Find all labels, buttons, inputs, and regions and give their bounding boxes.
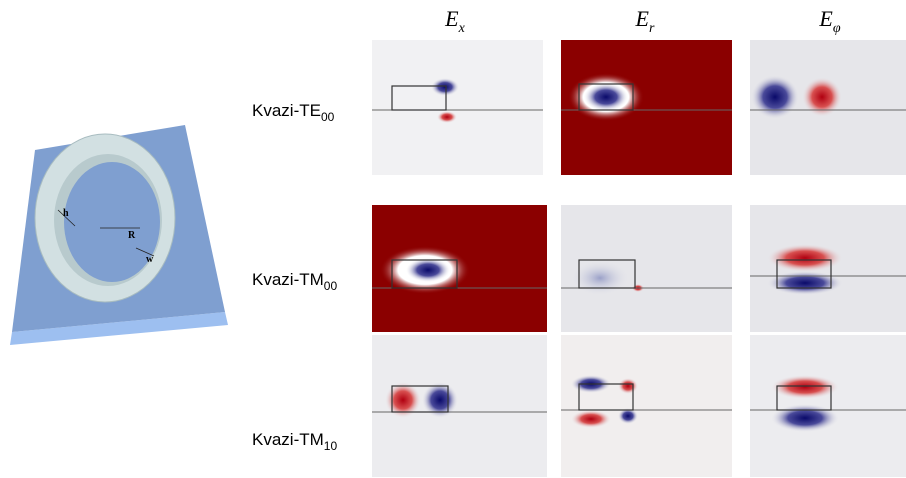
header-symbol: E (444, 6, 459, 31)
row-label: Kvazi-TE00 (252, 101, 335, 124)
w-label: w (146, 254, 154, 265)
col-header: Ex (444, 6, 465, 36)
field-plot (561, 40, 732, 175)
h-arrow (57, 209, 76, 227)
header-sub: x (458, 21, 466, 36)
row-text: Kvazi-TM (252, 430, 324, 449)
field-plot (372, 40, 543, 175)
w-arrow (135, 247, 155, 257)
header-symbol: E (818, 6, 833, 31)
row-sub: 00 (324, 279, 338, 293)
field-plot (750, 205, 906, 332)
field-plot (372, 205, 547, 332)
row-sub: 00 (321, 110, 335, 124)
row-sub: 10 (324, 439, 338, 453)
plate-side (10, 312, 228, 345)
row-text: Kvazi-TM (252, 270, 324, 289)
r-label: R (128, 230, 136, 241)
field-plot (561, 205, 732, 332)
header-symbol: E (635, 6, 650, 31)
field-plot (372, 335, 547, 477)
field-plot (561, 335, 732, 477)
header-sub: r (649, 21, 655, 36)
field-plot (750, 40, 906, 175)
col-header: Er (635, 6, 655, 36)
ring-hole (64, 162, 160, 282)
col-header: Eφ (818, 6, 840, 36)
h-label: h (63, 208, 69, 219)
row-label: Kvazi-TM00 (252, 270, 337, 293)
field-plot (750, 335, 906, 477)
ring-diagram: h R w (10, 125, 228, 345)
header-sub: φ (833, 21, 841, 36)
row-label: Kvazi-TM10 (252, 430, 337, 453)
row-text: Kvazi-TE (252, 101, 321, 120)
